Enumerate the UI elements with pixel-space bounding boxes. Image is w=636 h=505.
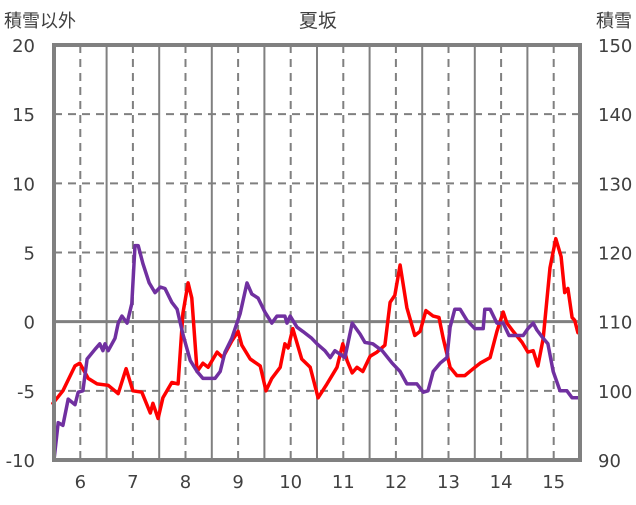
x-tick-label: 10 xyxy=(279,472,302,493)
x-tick-label: 6 xyxy=(75,472,86,493)
series-line-snow xyxy=(52,243,580,462)
right-axis-label: 積雪 xyxy=(596,11,632,32)
y-left-tick-label: 0 xyxy=(24,313,35,334)
series-lines xyxy=(51,236,580,462)
y-left-tick-label: -5 xyxy=(17,382,35,403)
plot-border xyxy=(52,43,582,462)
x-tick-label: 7 xyxy=(127,472,138,493)
x-tick-label: 15 xyxy=(542,472,565,493)
y-left-tick-label: 10 xyxy=(12,174,35,195)
left-axis-label: 積雪以外 xyxy=(4,11,76,32)
y-right-tick-label: 90 xyxy=(598,451,621,472)
x-tick-label: 13 xyxy=(437,472,460,493)
x-tick-label: 12 xyxy=(384,472,407,493)
y-right-tick-label: 100 xyxy=(598,382,632,403)
series-line-non-snow xyxy=(51,236,580,421)
x-tick-label: 8 xyxy=(180,472,191,493)
y-right-tick-label: 140 xyxy=(598,105,632,126)
y-left-tick-label: 20 xyxy=(12,36,35,57)
chart-title: 夏坂 xyxy=(299,10,337,32)
x-tick-label: 11 xyxy=(332,472,355,493)
y-right-tick-label: 110 xyxy=(598,313,632,334)
y-left-tick-label: 5 xyxy=(24,244,35,265)
x-tick-label: 9 xyxy=(232,472,243,493)
y-left-tick-label: -10 xyxy=(6,451,35,472)
x-tick-label: 14 xyxy=(490,472,513,493)
y-right-tick-label: 130 xyxy=(598,174,632,195)
y-right-tick-label: 150 xyxy=(598,36,632,57)
y-right-tick-label: 120 xyxy=(598,244,632,265)
y-left-tick-label: 15 xyxy=(12,105,35,126)
tick-labels: 6 7 8 9 10 11 12 13 14 15 20 15 10 5 0 -5 -10 150 140 130 12… xyxy=(6,36,633,493)
